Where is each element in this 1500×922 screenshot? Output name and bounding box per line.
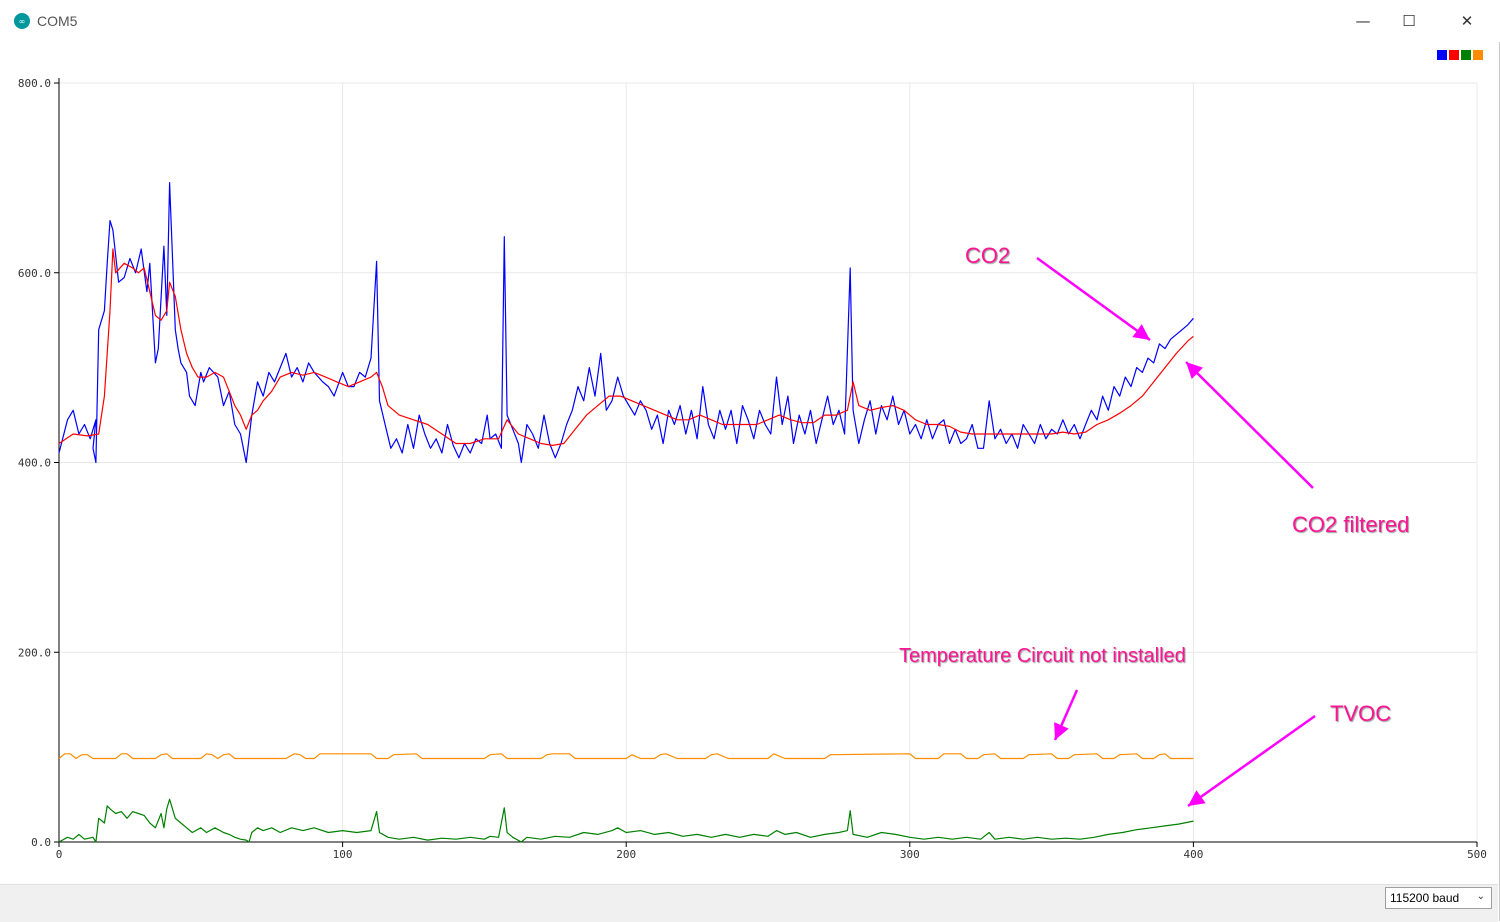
annotation-arrow-1 [1185, 361, 1314, 489]
annotation-co2-filtered: CO2 filtered [1292, 512, 1410, 537]
y-tick-label: 600.0 [18, 267, 51, 280]
legend [1437, 50, 1483, 60]
annotation-arrow-0 [1036, 256, 1151, 342]
annotation-arrow-3 [1187, 714, 1316, 808]
annotation-co2: CO2 [965, 243, 1011, 268]
x-tick-label: 300 [900, 848, 920, 861]
status-bar [0, 884, 1498, 922]
series-line-2 [58, 798, 1194, 843]
window-title: COM5 [37, 13, 78, 29]
baud-rate-select[interactable]: 115200 baud ⌄ [1385, 887, 1492, 909]
series-line-3 [58, 753, 1194, 760]
legend-swatch-blue [1437, 50, 1447, 60]
arduino-icon: ∞ [14, 13, 30, 29]
y-tick-label: 400.0 [18, 457, 51, 470]
annotation-arrowhead-3 [1188, 790, 1206, 806]
x-tick-label: 500 [1467, 848, 1487, 861]
legend-swatch-red [1449, 50, 1459, 60]
close-icon[interactable]: ✕ [1460, 12, 1474, 30]
minimize-icon[interactable]: — [1355, 12, 1371, 30]
y-tick-label: 800.0 [18, 77, 51, 90]
x-tick-label: 100 [333, 848, 353, 861]
x-tick-label: 400 [1183, 848, 1203, 861]
annotation-arrowhead-2 [1054, 722, 1069, 740]
annotation-temperature: Temperature Circuit not installed [899, 645, 1186, 667]
annotation-arrowhead-0 [1132, 324, 1150, 340]
legend-swatch-green [1461, 50, 1471, 60]
annotation-tvoc: TVOC [1330, 701, 1392, 726]
baud-rate-value: 115200 baud [1390, 891, 1460, 905]
annotation-arrowhead-1 [1186, 362, 1203, 379]
series-line-1 [58, 248, 1194, 446]
series-line-0 [58, 182, 1194, 464]
plot-area: 0 100 200 300 400 500 0.0 200.0 400.0 600.0 800.0 [18, 77, 1487, 861]
legend-swatch-orange [1473, 50, 1483, 60]
title-bar[interactable]: ∞ COM5 — ☐ ✕ [0, 0, 1500, 42]
chevron-down-icon: ⌄ [1476, 891, 1485, 902]
maximize-icon[interactable]: ☐ [1402, 12, 1416, 30]
y-tick-label: 200.0 [18, 646, 51, 659]
y-tick-label: 0.0 [31, 836, 51, 849]
x-tick-label: 200 [616, 848, 636, 861]
x-tick-label: 0 [56, 848, 63, 861]
